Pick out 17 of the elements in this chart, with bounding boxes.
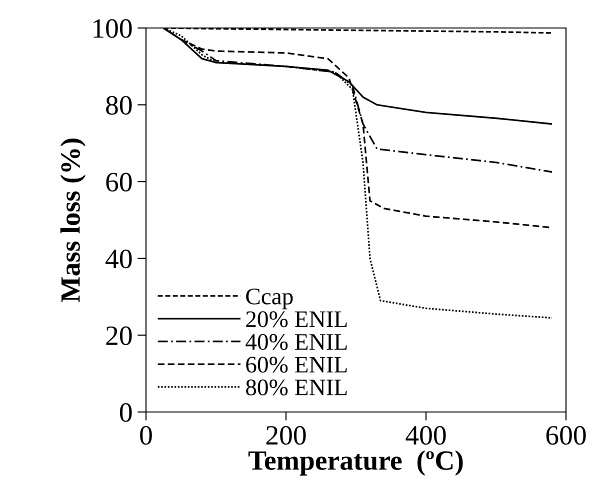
x-tick-label: 200 <box>266 426 306 445</box>
y-tick-label: 60 <box>106 172 132 192</box>
y-axis-title: Mass loss (%) <box>60 138 86 302</box>
y-tick-label: 40 <box>106 250 132 268</box>
y-tick-label: 80 <box>106 96 132 115</box>
legend-label: 60% ENIL <box>246 356 347 373</box>
y-tick-label: 20 <box>106 326 132 346</box>
legend-label: 40% ENIL <box>246 334 347 350</box>
legend-label: 80% ENIL <box>246 379 347 396</box>
x-tick-label: 600 <box>546 426 586 445</box>
y-tick-label: 0 <box>120 403 132 422</box>
legend-label: 20% ENIL <box>246 311 347 328</box>
x-tick-label: 400 <box>406 426 446 445</box>
x-tick-label: 0 <box>140 426 152 445</box>
y-tick-label: 100 <box>94 19 132 38</box>
legend-label: Ccap <box>246 288 293 310</box>
x-axis-title: Temperature (ºC) <box>248 450 463 476</box>
